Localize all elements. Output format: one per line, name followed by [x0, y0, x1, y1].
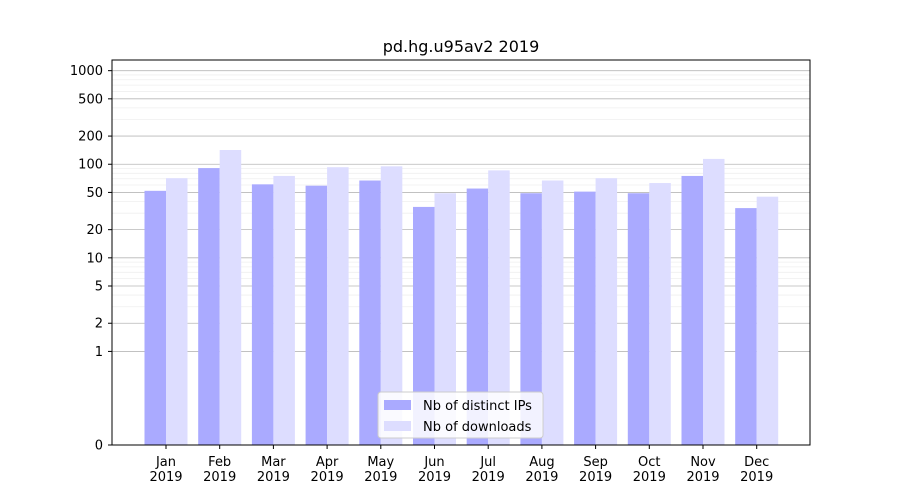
legend-label: Nb of distinct IPs	[423, 399, 532, 414]
bar-downloads-2	[219, 149, 242, 445]
y-tick-label: 1000	[70, 64, 103, 79]
x-tick-label: Jan 2019	[149, 455, 182, 485]
x-tick-label: Oct 2019	[633, 455, 666, 485]
bar-downloads-12	[756, 196, 779, 445]
bar-downloads-5	[380, 166, 403, 445]
bar-distinct-ips-5	[359, 180, 381, 446]
bar-distinct-ips-11	[681, 175, 703, 445]
x-tick-label: Mar 2019	[257, 455, 290, 485]
plot-frame	[111, 59, 811, 446]
y-tick-label: 5	[95, 280, 103, 295]
x-tick-label: Sep 2019	[579, 455, 612, 485]
bars	[144, 149, 779, 446]
bar-distinct-ips-7	[466, 188, 489, 445]
legend-label: Nb of downloads	[423, 420, 532, 435]
bar-distinct-ips-10	[627, 193, 650, 445]
bar-distinct-ips-2	[198, 168, 220, 445]
bar-distinct-ips-3	[251, 184, 274, 445]
x-tick-label: Jun 2019	[418, 455, 451, 485]
bar-distinct-ips-12	[735, 208, 757, 445]
x-tick-label: Nov 2019	[686, 455, 719, 485]
y-tick-label: 2	[95, 317, 103, 332]
bar-distinct-ips-9	[574, 191, 596, 445]
bar-downloads-6	[434, 193, 456, 445]
bar-downloads-10	[649, 183, 671, 446]
x-tick-label: Jul 2019	[472, 455, 505, 485]
y-tick-label: 10	[86, 251, 103, 266]
x-tick-label: Feb 2019	[203, 455, 236, 485]
bar-distinct-ips-8	[520, 193, 542, 445]
chart-title: pd.hg.u95av2 2019	[383, 37, 540, 56]
legend-swatch	[384, 400, 411, 410]
x-tick-label: Apr 2019	[311, 455, 344, 485]
y-tick-label: 20	[86, 223, 103, 238]
y-tick-label: 0	[95, 439, 103, 454]
bar-downloads-7	[488, 170, 510, 445]
bar-distinct-ips-4	[305, 185, 328, 446]
y-axis: 0 1 2 5 10 20 50 100 200 500 1000	[70, 64, 112, 454]
bar-distinct-ips-6	[413, 206, 435, 445]
legend-box	[377, 391, 544, 439]
x-tick-label: May 2019	[364, 455, 397, 485]
legend: Nb of distinct IPs Nb of downloads	[377, 391, 544, 439]
x-tick-label: Dec 2019	[740, 455, 773, 485]
bar-downloads-3	[273, 175, 295, 445]
bar-downloads-11	[703, 158, 725, 446]
x-axis: Jan 2019 Feb 2019 Mar 2019 Apr 2019 May 2019 Jun 20…	[149, 445, 773, 485]
legend-swatch	[384, 421, 411, 431]
bar-downloads-4	[327, 167, 349, 446]
y-tick-label: 200	[78, 130, 103, 145]
y-tick-label: 500	[78, 92, 103, 107]
y-tick-label: 100	[78, 158, 103, 173]
y-tick-label: 1	[95, 345, 103, 360]
bar-downloads-9	[595, 178, 618, 445]
bar-downloads-1	[166, 178, 188, 445]
bar-distinct-ips-1	[144, 190, 166, 445]
bar-downloads-8	[541, 180, 564, 446]
x-tick-label: Aug 2019	[525, 455, 558, 485]
y-tick-label: 50	[86, 186, 103, 201]
